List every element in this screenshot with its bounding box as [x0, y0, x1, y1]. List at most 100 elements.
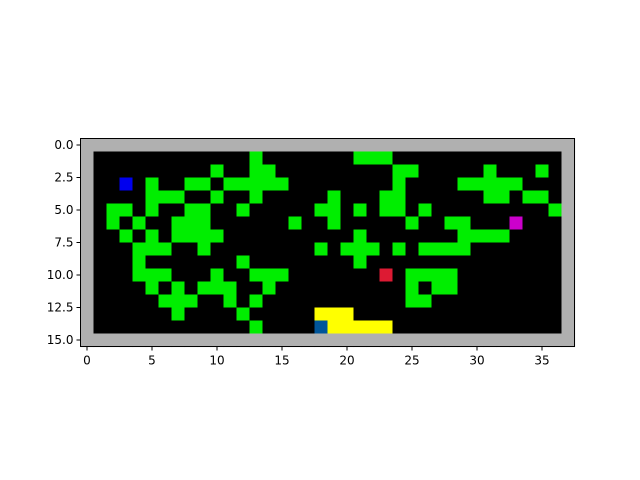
- floor-cell: [405, 242, 420, 257]
- floor-cell: [392, 151, 407, 166]
- wall-cell: [522, 138, 537, 153]
- wall-cell: [236, 333, 251, 348]
- floor-cell: [184, 320, 199, 335]
- wall-cell: [366, 333, 381, 348]
- floor-cell: [301, 294, 316, 309]
- floor-cell: [249, 281, 264, 296]
- wall-cell: [561, 242, 576, 257]
- floor-cell: [106, 229, 121, 244]
- floor-cell: [301, 164, 316, 179]
- floor-cell: [509, 255, 524, 270]
- floor-cell: [340, 177, 355, 192]
- floor-cell: [548, 255, 563, 270]
- floor-cell: [509, 229, 524, 244]
- sand-cell: [340, 320, 355, 335]
- floor-cell: [418, 255, 433, 270]
- floor-cell: [288, 242, 303, 257]
- floor-cell: [93, 203, 108, 218]
- plant-cell: [444, 216, 459, 231]
- floor-cell: [548, 307, 563, 322]
- plant-cell: [327, 203, 342, 218]
- floor-cell: [106, 281, 121, 296]
- floor-cell: [184, 242, 199, 257]
- floor-cell: [314, 164, 329, 179]
- floor-cell: [275, 255, 290, 270]
- wall-cell: [80, 164, 95, 179]
- wall-cell: [327, 138, 342, 153]
- plant-cell: [418, 294, 433, 309]
- plant-cell: [444, 242, 459, 257]
- floor-cell: [197, 190, 212, 205]
- plant-cell: [184, 229, 199, 244]
- plant-cell: [379, 151, 394, 166]
- floor-cell: [522, 294, 537, 309]
- floor-cell: [496, 268, 511, 283]
- floor-cell: [210, 177, 225, 192]
- floor-cell: [236, 294, 251, 309]
- floor-cell: [470, 294, 485, 309]
- floor-cell: [353, 177, 368, 192]
- wall-cell: [496, 138, 511, 153]
- wall-cell: [210, 138, 225, 153]
- floor-cell: [340, 281, 355, 296]
- wall-cell: [444, 333, 459, 348]
- floor-cell: [262, 203, 277, 218]
- plant-cell: [145, 268, 160, 283]
- plant-cell: [223, 177, 238, 192]
- floor-cell: [431, 203, 446, 218]
- plant-cell: [314, 242, 329, 257]
- floor-cell: [522, 177, 537, 192]
- floor-cell: [301, 320, 316, 335]
- floor-cell: [93, 320, 108, 335]
- floor-cell: [327, 177, 342, 192]
- wall-cell: [379, 138, 394, 153]
- floor-cell: [392, 307, 407, 322]
- floor-cell: [132, 229, 147, 244]
- plant-cell: [379, 203, 394, 218]
- floor-cell: [522, 216, 537, 231]
- plant-cell: [171, 216, 186, 231]
- plant-cell: [431, 281, 446, 296]
- floor-cell: [262, 307, 277, 322]
- plant-cell: [249, 164, 264, 179]
- floor-cell: [379, 164, 394, 179]
- floor-cell: [483, 294, 498, 309]
- wall-cell: [405, 138, 420, 153]
- floor-cell: [288, 320, 303, 335]
- floor-cell: [145, 307, 160, 322]
- floor-cell: [405, 229, 420, 244]
- floor-cell: [249, 307, 264, 322]
- wall-cell: [132, 333, 147, 348]
- sand-cell: [366, 320, 381, 335]
- floor-cell: [288, 190, 303, 205]
- wall-cell: [561, 229, 576, 244]
- floor-cell: [275, 203, 290, 218]
- floor-cell: [158, 177, 173, 192]
- plant-cell: [236, 307, 251, 322]
- wall-cell: [80, 255, 95, 270]
- floor-cell: [496, 216, 511, 231]
- floor-cell: [119, 268, 134, 283]
- floor-cell: [327, 151, 342, 166]
- floor-cell: [301, 190, 316, 205]
- floor-cell: [340, 268, 355, 283]
- plant-cell: [145, 190, 160, 205]
- y-tick-label: 5.0: [54, 203, 73, 217]
- plant-cell: [340, 242, 355, 257]
- floor-cell: [535, 255, 550, 270]
- floor-cell: [366, 294, 381, 309]
- sand-cell: [353, 320, 368, 335]
- floor-cell: [535, 151, 550, 166]
- floor-cell: [431, 190, 446, 205]
- floor-cell: [210, 307, 225, 322]
- floor-cell: [405, 255, 420, 270]
- wall-cell: [80, 307, 95, 322]
- floor-cell: [223, 190, 238, 205]
- floor-cell: [288, 268, 303, 283]
- floor-cell: [392, 255, 407, 270]
- wall-cell: [145, 333, 160, 348]
- wall-cell: [171, 138, 186, 153]
- floor-cell: [314, 255, 329, 270]
- wall-cell: [561, 190, 576, 205]
- plant-cell: [535, 164, 550, 179]
